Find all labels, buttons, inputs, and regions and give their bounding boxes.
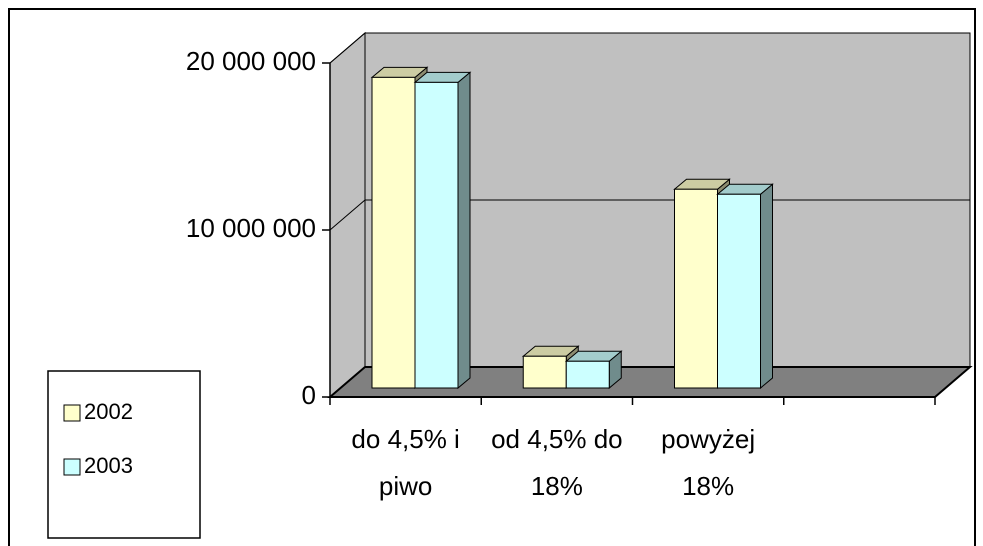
chart-frame: [8, 8, 976, 546]
y-tick-label: 0: [302, 380, 316, 410]
bar-front: [522, 355, 567, 389]
bar-front: [674, 188, 718, 389]
legend-swatch: [63, 458, 81, 476]
bar-front: [371, 76, 416, 389]
bar: [413, 71, 472, 390]
legend-label: 2003: [84, 453, 133, 478]
floor: [327, 366, 973, 398]
bar-front: [717, 193, 761, 389]
legend-label: 2002: [84, 399, 133, 424]
bar-front: [565, 360, 610, 389]
bar-side: [457, 71, 471, 390]
grid-line: [329, 32, 970, 64]
x-tick-label: od 4,5% do 18%: [491, 424, 623, 501]
bar-front: [414, 81, 459, 389]
x-tick-label: do 4,5% i piwo: [351, 424, 460, 501]
y-tick-label: 10 000 000: [186, 213, 316, 243]
bar-side: [760, 183, 773, 390]
legend-box: [47, 370, 201, 539]
bar: [716, 183, 774, 390]
bar: [564, 350, 623, 390]
x-tick-label: powyżej 18%: [661, 424, 756, 501]
legend-swatch: [63, 404, 81, 422]
y-tick-label: 20 000 000: [186, 46, 316, 76]
